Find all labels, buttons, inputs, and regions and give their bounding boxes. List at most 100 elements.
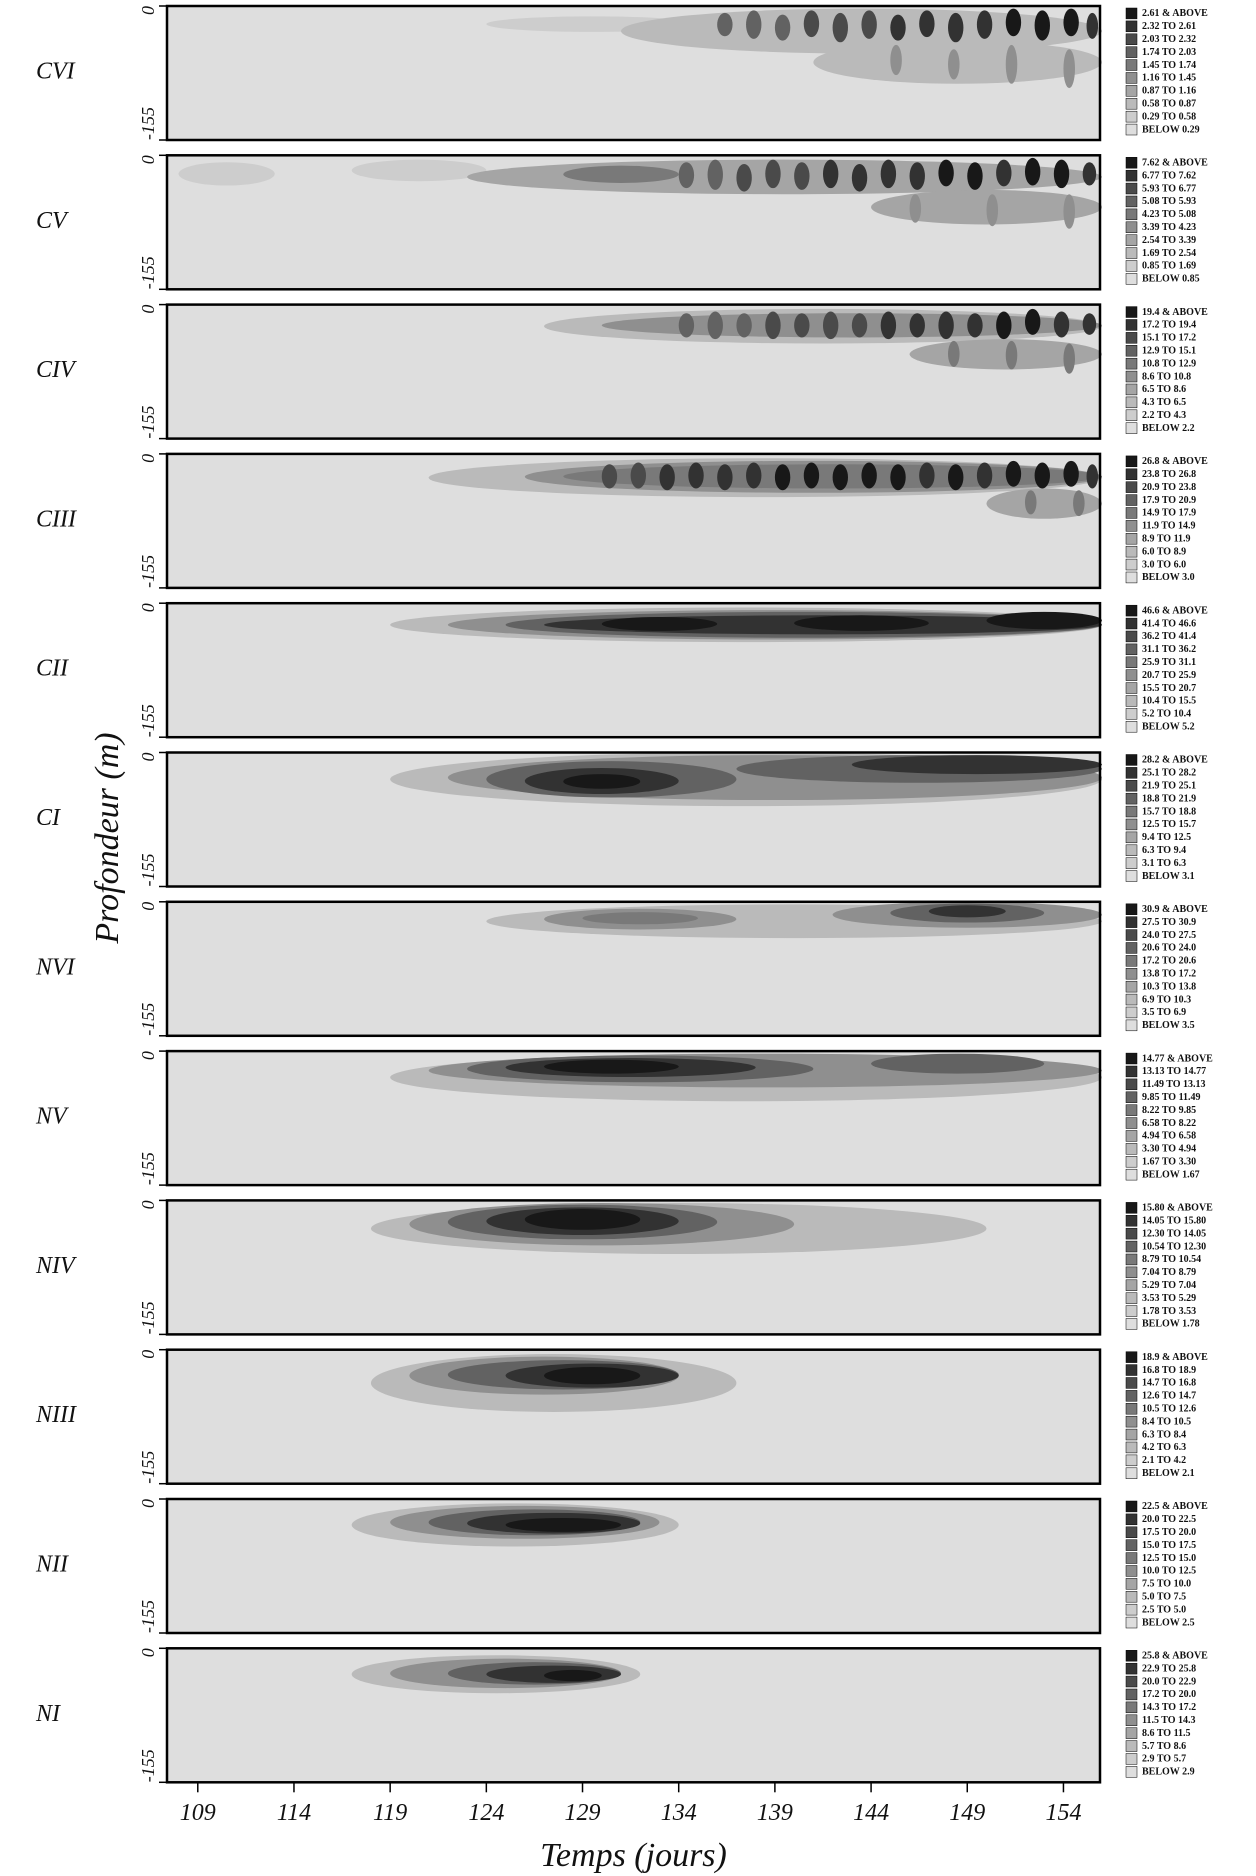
panel-title: CV xyxy=(36,208,69,234)
legend-label: 0.58 TO 0.87 xyxy=(1142,99,1196,110)
legend-swatch xyxy=(1125,422,1138,434)
y-tick-label: 0 xyxy=(138,753,158,762)
legend-swatch xyxy=(1125,857,1138,869)
legend-swatch xyxy=(1125,1467,1138,1479)
legend-swatch xyxy=(1125,1168,1138,1181)
panel-title: NI xyxy=(35,1701,61,1727)
contour-patch xyxy=(774,14,791,41)
legend-label: 20.9 TO 23.8 xyxy=(1142,482,1196,493)
contour-patch xyxy=(1082,313,1097,335)
legend-swatch xyxy=(1125,604,1138,617)
panel-frame xyxy=(165,1647,1102,1784)
contour-patch xyxy=(765,159,781,189)
legend-swatch xyxy=(1125,319,1138,331)
legend-swatch xyxy=(1125,1539,1138,1551)
x-axis-label: Temps (jours) xyxy=(540,1837,727,1874)
legend-label: 2.9 TO 5.7 xyxy=(1142,1754,1186,1765)
panel-title: NII xyxy=(35,1552,69,1578)
legend-label: 1.45 TO 1.74 xyxy=(1142,60,1196,71)
legend-swatch xyxy=(1125,1266,1138,1279)
legend-label: 18.9 & ABOVE xyxy=(1142,1352,1208,1363)
legend-label: 25.9 TO 31.1 xyxy=(1142,657,1196,668)
legend-label: 3.5 TO 6.9 xyxy=(1142,1007,1186,1018)
legend-label: 36.2 TO 41.4 xyxy=(1142,631,1196,642)
contour-patch xyxy=(1053,159,1070,189)
legend-label: 12.30 TO 14.05 xyxy=(1142,1228,1206,1239)
contour-patch xyxy=(1034,462,1050,489)
contour-patch xyxy=(861,10,877,39)
legend-swatch xyxy=(1125,1292,1138,1304)
x-tick-label: 144 xyxy=(853,1800,889,1826)
legend-swatch xyxy=(1125,1603,1138,1616)
legend-swatch xyxy=(1125,520,1138,532)
legend-label: 9.85 TO 11.49 xyxy=(1142,1092,1201,1103)
legend-swatch xyxy=(1125,1675,1138,1688)
legend-swatch xyxy=(1125,1403,1138,1415)
contour-patch xyxy=(1082,162,1097,186)
legend-label: 12.9 TO 15.1 xyxy=(1142,346,1196,357)
legend-label: 2.5 TO 5.0 xyxy=(1142,1604,1186,1615)
legend-label: 30.9 & ABOVE xyxy=(1142,904,1208,915)
contour-patch xyxy=(832,464,848,491)
legend-label: 5.0 TO 7.5 xyxy=(1142,1592,1186,1603)
contour-patch xyxy=(601,617,718,631)
legend-label: 5.08 TO 5.93 xyxy=(1142,196,1196,207)
legend-swatch xyxy=(1125,357,1138,370)
legend-label: 12.5 TO 15.0 xyxy=(1142,1553,1196,1564)
legend-swatch xyxy=(1125,370,1138,383)
contour-patch xyxy=(736,313,752,338)
contour-patch xyxy=(909,194,922,223)
contour-patch xyxy=(938,159,954,187)
contour-patch xyxy=(1053,311,1070,338)
legend-label: 15.1 TO 17.2 xyxy=(1142,333,1196,344)
contour-patch xyxy=(919,462,935,489)
contour-patch xyxy=(717,12,733,37)
legend-swatch xyxy=(1125,1428,1138,1441)
legend-label: 11.5 TO 14.3 xyxy=(1142,1715,1196,1726)
contour-patch xyxy=(178,162,275,186)
contour-patch xyxy=(1024,308,1041,335)
y-tick-label: -155 xyxy=(138,704,158,737)
legend-swatch xyxy=(1125,123,1138,136)
legend-label: 14.05 TO 15.80 xyxy=(1142,1216,1206,1227)
legend-swatch xyxy=(1125,669,1138,681)
panel-frame xyxy=(165,1049,1102,1187)
legend-label: 22.9 TO 25.8 xyxy=(1142,1663,1196,1674)
legend-label: 14.77 & ABOVE xyxy=(1142,1053,1213,1064)
contour-patch xyxy=(880,311,897,340)
legend-swatch xyxy=(1125,792,1138,805)
x-tick-label: 149 xyxy=(949,1800,985,1826)
legend-label: 2.03 TO 2.32 xyxy=(1142,34,1196,45)
legend-swatch xyxy=(1125,1104,1138,1116)
legend-swatch xyxy=(1125,260,1138,272)
legend-label: 3.30 TO 4.94 xyxy=(1142,1144,1196,1155)
legend-swatch xyxy=(1125,545,1138,558)
legend-swatch xyxy=(1125,1714,1138,1726)
legend-swatch xyxy=(1125,1279,1138,1291)
contour-patch xyxy=(794,162,810,190)
legend-swatch xyxy=(1125,273,1138,285)
contour-patch xyxy=(890,14,906,41)
contour-patch xyxy=(986,611,1102,630)
legend-swatch xyxy=(1125,1441,1138,1454)
legend-swatch xyxy=(1125,903,1138,915)
contour-patch xyxy=(948,464,964,491)
legend-label: 25.1 TO 28.2 xyxy=(1142,768,1196,779)
x-tick-label: 114 xyxy=(277,1800,311,1826)
legend-label: 0.87 TO 1.16 xyxy=(1142,86,1196,97)
contour-patch xyxy=(803,462,820,489)
legend-label: BELOW 2.1 xyxy=(1142,1468,1195,1479)
contour-patch xyxy=(822,311,839,340)
x-tick-label: 129 xyxy=(565,1800,601,1826)
legend-label: BELOW 0.29 xyxy=(1142,124,1200,135)
contour-patch xyxy=(794,615,929,631)
legend-swatch xyxy=(1125,818,1138,831)
legend-label: BELOW 0.85 xyxy=(1142,274,1200,285)
contour-patch xyxy=(1005,460,1022,487)
legend-label: 1.16 TO 1.45 xyxy=(1142,73,1196,84)
legend-label: 41.4 TO 46.6 xyxy=(1142,618,1196,629)
contour-patch xyxy=(871,189,1102,225)
legend-label: 9.4 TO 12.5 xyxy=(1142,832,1191,843)
contour-patch xyxy=(976,462,993,489)
